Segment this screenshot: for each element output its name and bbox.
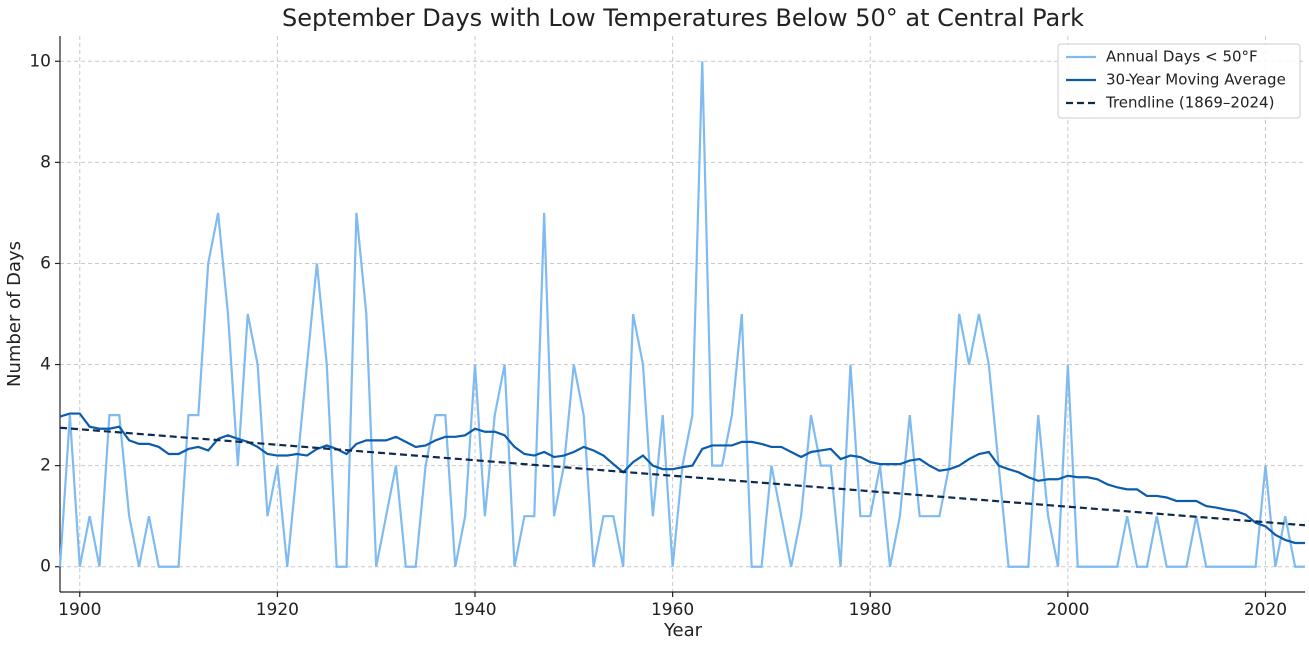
x-tick-label: 1940 <box>453 600 496 620</box>
y-tick-label: 10 <box>29 51 51 71</box>
series-line <box>59 412 1305 545</box>
x-tick-label: 1980 <box>849 600 892 620</box>
y-tick-label: 8 <box>40 152 51 172</box>
x-tick-label: 2020 <box>1244 600 1287 620</box>
legend-label: Trendline (1869–2024) <box>1105 94 1274 112</box>
legend-label: 30-Year Moving Average <box>1106 71 1286 89</box>
legend: Annual Days < 50°F 30-Year Moving Average… <box>1057 43 1301 119</box>
y-tick-label: 4 <box>40 355 51 375</box>
series-line <box>59 426 1306 527</box>
x-axis-label: Year <box>663 620 703 641</box>
series-line <box>58 61 1305 568</box>
x-tick-label: 1960 <box>651 600 694 620</box>
y-tick-label: 6 <box>40 253 51 273</box>
y-tick-label: 2 <box>40 456 51 476</box>
chart-title: September Days with Low Temperatures Bel… <box>282 4 1084 32</box>
x-tick-label: 2000 <box>1046 600 1089 620</box>
legend-box <box>1057 43 1301 119</box>
legend-label: Annual Days < 50°F <box>1106 48 1258 66</box>
x-tick-label: 1900 <box>58 600 101 620</box>
y-tick-label: 0 <box>40 557 51 577</box>
y-axis-label: Number of Days <box>4 241 25 387</box>
x-tick-label: 1920 <box>256 600 299 620</box>
